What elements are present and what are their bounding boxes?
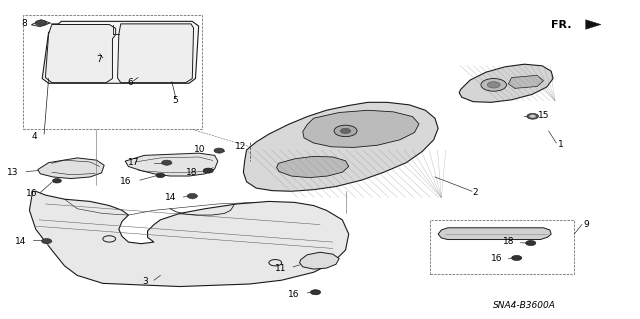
Polygon shape [125, 153, 218, 176]
Polygon shape [586, 20, 601, 29]
Circle shape [187, 194, 197, 198]
Text: 17: 17 [129, 158, 140, 167]
Polygon shape [303, 110, 419, 147]
Polygon shape [38, 158, 104, 179]
Circle shape [487, 82, 500, 88]
Text: 16: 16 [26, 189, 38, 198]
Text: 18: 18 [503, 237, 515, 246]
Text: 1: 1 [557, 140, 563, 149]
Text: FR.: FR. [551, 19, 572, 30]
Text: 14: 14 [15, 237, 26, 246]
Circle shape [511, 256, 522, 261]
Circle shape [310, 290, 321, 295]
Text: 14: 14 [165, 193, 176, 202]
Text: 16: 16 [288, 290, 300, 299]
Polygon shape [42, 21, 198, 83]
Text: 18: 18 [186, 168, 197, 177]
Polygon shape [29, 191, 349, 286]
Circle shape [214, 148, 224, 153]
Circle shape [481, 78, 506, 91]
Text: 9: 9 [583, 220, 589, 229]
Text: 12: 12 [235, 142, 246, 151]
Circle shape [527, 114, 538, 119]
Polygon shape [508, 75, 543, 88]
Text: 11: 11 [275, 263, 287, 273]
Circle shape [52, 179, 61, 183]
Polygon shape [31, 20, 51, 27]
Text: SNA4-B3600A: SNA4-B3600A [493, 301, 556, 310]
Text: 3: 3 [143, 277, 148, 286]
Text: 7: 7 [97, 55, 102, 63]
Polygon shape [300, 252, 339, 269]
Polygon shape [438, 228, 551, 240]
Circle shape [525, 241, 536, 246]
Text: 16: 16 [120, 177, 132, 186]
Text: 13: 13 [7, 168, 19, 177]
Text: 10: 10 [193, 145, 205, 154]
Text: 8: 8 [22, 19, 28, 28]
Circle shape [203, 168, 213, 173]
Text: 5: 5 [172, 96, 177, 105]
Polygon shape [460, 64, 553, 102]
Polygon shape [118, 24, 193, 83]
Text: 2: 2 [472, 188, 477, 197]
Text: 16: 16 [490, 254, 502, 263]
Text: 15: 15 [538, 111, 550, 121]
Circle shape [334, 125, 357, 137]
Polygon shape [276, 156, 349, 178]
Text: 4: 4 [31, 132, 37, 141]
Polygon shape [45, 25, 116, 83]
Polygon shape [243, 102, 438, 191]
Circle shape [340, 128, 351, 133]
Circle shape [35, 20, 47, 26]
Circle shape [162, 160, 172, 165]
Circle shape [42, 239, 52, 244]
Text: 6: 6 [127, 78, 133, 87]
Circle shape [529, 115, 536, 118]
Circle shape [156, 173, 165, 178]
